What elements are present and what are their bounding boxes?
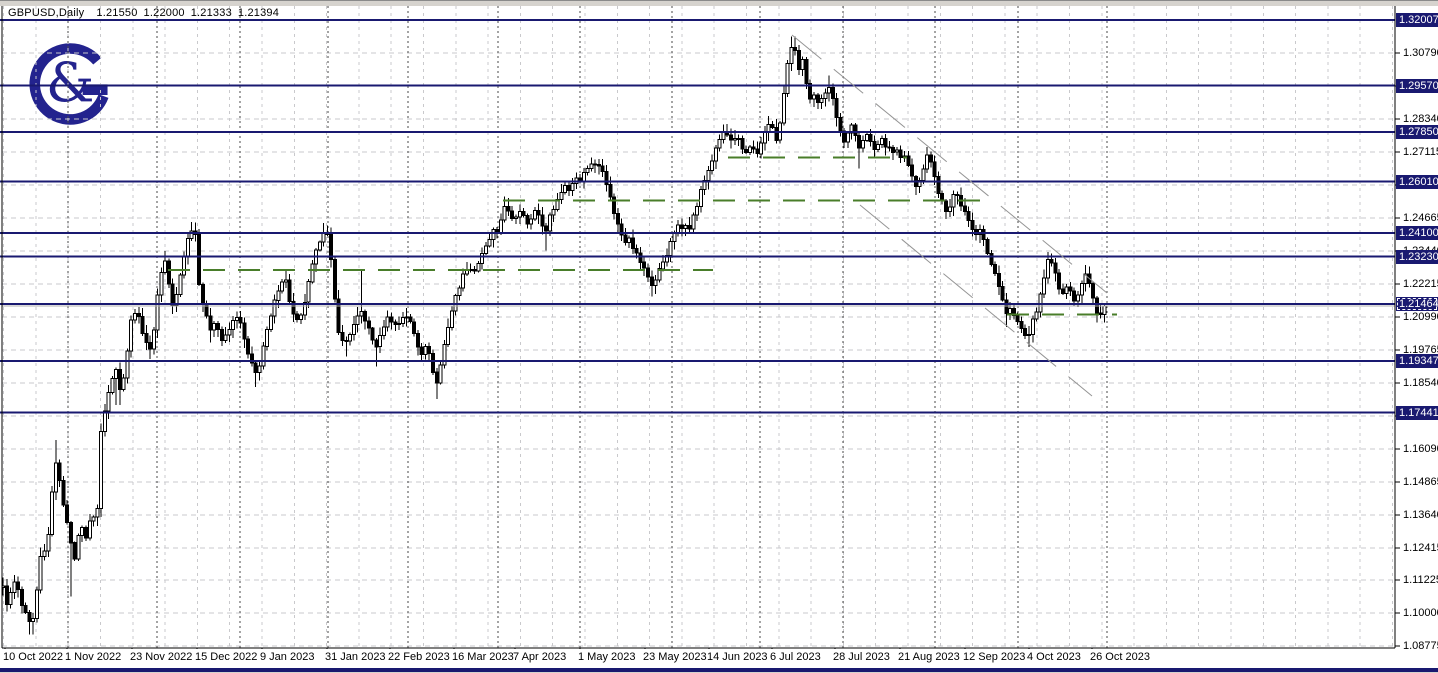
price-level-badge: 1.21464 — [1396, 297, 1438, 311]
date-label: 23 Nov 2022 — [130, 651, 193, 663]
month-separator-lines — [67, 1, 1108, 648]
price-level-badge: 1.32007 — [1396, 13, 1438, 27]
price-tick-label: 1.22215 — [1403, 278, 1438, 290]
date-label: 4 Oct 2023 — [1027, 651, 1081, 663]
green-support-segments[interactable] — [168, 156, 1117, 316]
price-level-badge: 1.23230 — [1396, 250, 1438, 264]
grid-lines — [2, 6, 1395, 648]
price-tick-label: 1.13640 — [1403, 509, 1438, 521]
date-axis[interactable]: 10 Oct 2022 1 Nov 2022 23 Nov 2022 15 Dec 2… — [0, 649, 1438, 668]
date-label: 14 Jun 2023 — [707, 651, 768, 663]
price-tick-label: 1.27115 — [1403, 146, 1438, 158]
price-tick-label: 1.16090 — [1403, 443, 1438, 455]
date-label: 12 Sep 2023 — [963, 651, 1026, 663]
date-label: 1 Nov 2022 — [65, 651, 122, 663]
chart-title-overlay: GBPUSD,Daily 1.21550 1.22000 1.21333 1.21394 — [8, 7, 285, 19]
date-label: 28 Jul 2023 — [833, 651, 890, 663]
logo-ampersand-glyph: & — [46, 50, 95, 114]
date-label: 7 Apr 2023 — [513, 651, 567, 663]
date-label: 10 Oct 2022 — [3, 651, 63, 663]
price-tick-label: 1.11225 — [1403, 574, 1438, 586]
price-tick-label: 1.24665 — [1403, 212, 1438, 224]
price-level-badge: 1.29570 — [1396, 79, 1438, 93]
date-label: 21 Aug 2023 — [898, 651, 960, 663]
date-label: 6 Jul 2023 — [770, 651, 821, 663]
price-axis[interactable]: 1.307901.295651.283401.271151.258901.246… — [1396, 0, 1438, 652]
date-label: 15 Dec 2022 — [195, 651, 258, 663]
price-level-badge: 1.27850 — [1396, 125, 1438, 139]
horizontal-level-lines[interactable] — [0, 19, 1395, 414]
date-label: 9 Jan 2023 — [260, 651, 315, 663]
window-bottom-border — [0, 668, 1438, 672]
price-tick-label: 1.19765 — [1403, 344, 1438, 356]
window-top-strip — [0, 0, 1438, 6]
price-tick-label: 1.10000 — [1403, 607, 1438, 619]
price-level-badge: 1.19347 — [1396, 354, 1438, 368]
quote-close: 1.21394 — [237, 7, 280, 19]
price-tick-label: 1.30790 — [1403, 47, 1438, 59]
price-tick-label: 1.14865 — [1403, 476, 1438, 488]
price-tick-label: 1.28340 — [1403, 113, 1438, 125]
quote-low: 1.21333 — [190, 7, 232, 19]
price-tick-label: 1.20990 — [1403, 311, 1438, 323]
date-label: 16 Mar 2023 — [452, 651, 514, 663]
date-label: 31 Jan 2023 — [325, 651, 386, 663]
trendlines[interactable] — [791, 34, 1108, 397]
quote-open: 1.21550 — [96, 7, 138, 19]
price-tick-label: 1.12415 — [1403, 542, 1438, 554]
date-label: 23 May 2023 — [643, 651, 707, 663]
candlesticks[interactable] — [2, 36, 1107, 635]
price-level-badge: 1.17441 — [1396, 406, 1438, 420]
price-level-badge: 1.26010 — [1396, 175, 1438, 189]
price-level-badge: 1.24100 — [1396, 226, 1438, 240]
chart-symbol-label: GBPUSD,Daily — [8, 7, 85, 19]
g-ampersand-logo: & — [26, 36, 122, 133]
date-label: 1 May 2023 — [578, 651, 636, 663]
g-ampersand-logo-icon: & — [29, 43, 109, 125]
plot-border — [1, 6, 1400, 652]
date-label: 22 Feb 2023 — [388, 651, 450, 663]
price-tick-label: 1.18540 — [1403, 377, 1438, 389]
quote-high: 1.22000 — [143, 7, 185, 19]
date-label: 26 Oct 2023 — [1090, 651, 1150, 663]
